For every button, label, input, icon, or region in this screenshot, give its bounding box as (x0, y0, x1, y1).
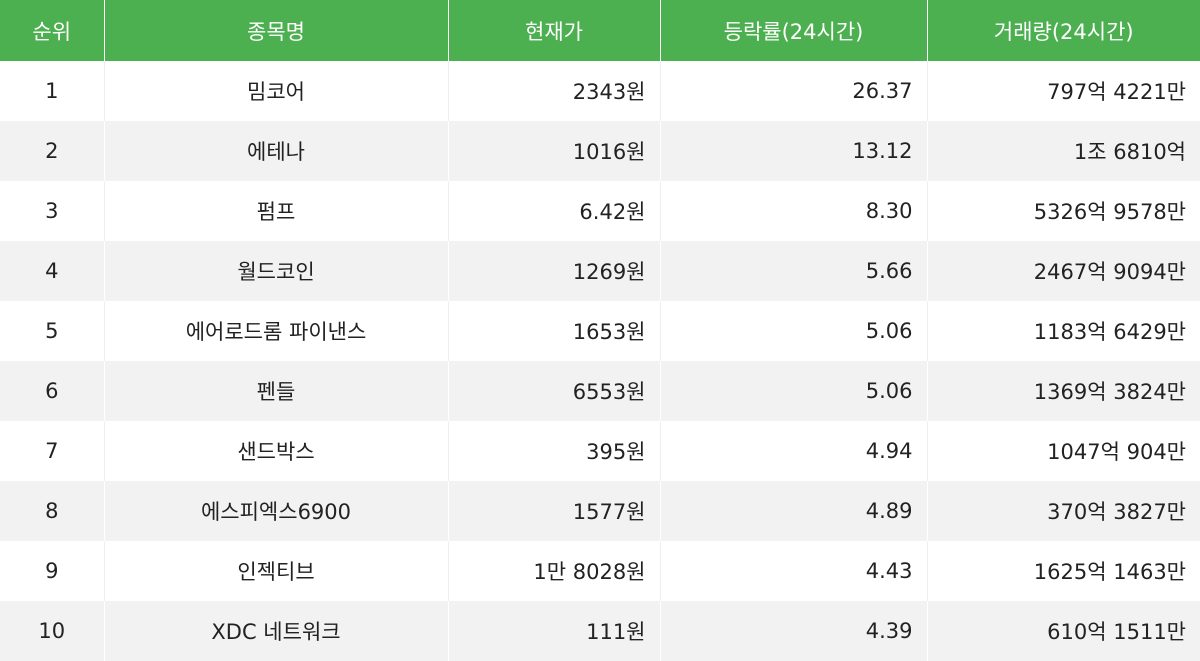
table-row: 4 월드코인 1269원 5.66 2467억 9094만 (0, 241, 1200, 301)
rank-cell: 4 (0, 241, 105, 301)
name-cell: 밈코어 (104, 61, 449, 121)
volume-cell: 797억 4221만 (927, 61, 1200, 121)
table-row: 3 펌프 6.42원 8.30 5326억 9578만 (0, 181, 1200, 241)
table-row: 9 인젝티브 1만 8028원 4.43 1625억 1463만 (0, 541, 1200, 601)
rank-cell: 3 (0, 181, 105, 241)
header-price: 현재가 (448, 0, 661, 61)
rank-cell: 2 (0, 121, 105, 181)
change-cell: 5.06 (660, 301, 928, 361)
change-cell: 26.37 (660, 61, 928, 121)
volume-cell: 1183억 6429만 (927, 301, 1200, 361)
rank-cell: 9 (0, 541, 105, 601)
change-cell: 8.30 (660, 181, 928, 241)
change-cell: 5.06 (660, 361, 928, 421)
name-cell: 에어로드롬 파이낸스 (104, 301, 449, 361)
name-cell: 월드코인 (104, 241, 449, 301)
price-cell: 6.42원 (448, 181, 661, 241)
table-row: 7 샌드박스 395원 4.94 1047억 904만 (0, 421, 1200, 481)
price-cell: 1577원 (448, 481, 661, 541)
table-body: 1 밈코어 2343원 26.37 797억 4221만 2 에테나 1016원… (0, 61, 1200, 661)
header-volume: 거래량(24시간) (927, 0, 1200, 61)
table-row: 2 에테나 1016원 13.12 1조 6810억 (0, 121, 1200, 181)
price-cell: 1653원 (448, 301, 661, 361)
header-row: 순위 종목명 현재가 등락률(24시간) 거래량(24시간) (0, 0, 1200, 61)
price-cell: 1016원 (448, 121, 661, 181)
change-cell: 13.12 (660, 121, 928, 181)
rank-cell: 1 (0, 61, 105, 121)
volume-cell: 1047억 904만 (927, 421, 1200, 481)
rank-cell: 10 (0, 601, 105, 661)
name-cell: 인젝티브 (104, 541, 449, 601)
name-cell: 에스피엑스6900 (104, 481, 449, 541)
change-cell: 4.43 (660, 541, 928, 601)
header-change: 등락률(24시간) (660, 0, 928, 61)
volume-cell: 1조 6810억 (927, 121, 1200, 181)
change-cell: 4.39 (660, 601, 928, 661)
rank-cell: 6 (0, 361, 105, 421)
price-cell: 2343원 (448, 61, 661, 121)
change-cell: 4.94 (660, 421, 928, 481)
name-cell: 펌프 (104, 181, 449, 241)
volume-cell: 1625억 1463만 (927, 541, 1200, 601)
rank-cell: 8 (0, 481, 105, 541)
volume-cell: 2467억 9094만 (927, 241, 1200, 301)
price-cell: 6553원 (448, 361, 661, 421)
volume-cell: 1369억 3824만 (927, 361, 1200, 421)
rank-cell: 7 (0, 421, 105, 481)
name-cell: 펜들 (104, 361, 449, 421)
table-row: 1 밈코어 2343원 26.37 797억 4221만 (0, 61, 1200, 121)
name-cell: 샌드박스 (104, 421, 449, 481)
table-row: 10 XDC 네트워크 111원 4.39 610억 1511만 (0, 601, 1200, 661)
volume-cell: 610억 1511만 (927, 601, 1200, 661)
change-cell: 4.89 (660, 481, 928, 541)
name-cell: 에테나 (104, 121, 449, 181)
table-row: 6 펜들 6553원 5.06 1369억 3824만 (0, 361, 1200, 421)
table-header: 순위 종목명 현재가 등락률(24시간) 거래량(24시간) (0, 0, 1200, 61)
header-rank: 순위 (0, 0, 105, 61)
name-cell: XDC 네트워크 (104, 601, 449, 661)
table-row: 5 에어로드롬 파이낸스 1653원 5.06 1183억 6429만 (0, 301, 1200, 361)
rank-cell: 5 (0, 301, 105, 361)
volume-cell: 5326억 9578만 (927, 181, 1200, 241)
volume-cell: 370억 3827만 (927, 481, 1200, 541)
header-name: 종목명 (104, 0, 449, 61)
table-row: 8 에스피엑스6900 1577원 4.89 370억 3827만 (0, 481, 1200, 541)
price-cell: 111원 (448, 601, 661, 661)
price-cell: 395원 (448, 421, 661, 481)
price-cell: 1269원 (448, 241, 661, 301)
price-cell: 1만 8028원 (448, 541, 661, 601)
change-cell: 5.66 (660, 241, 928, 301)
